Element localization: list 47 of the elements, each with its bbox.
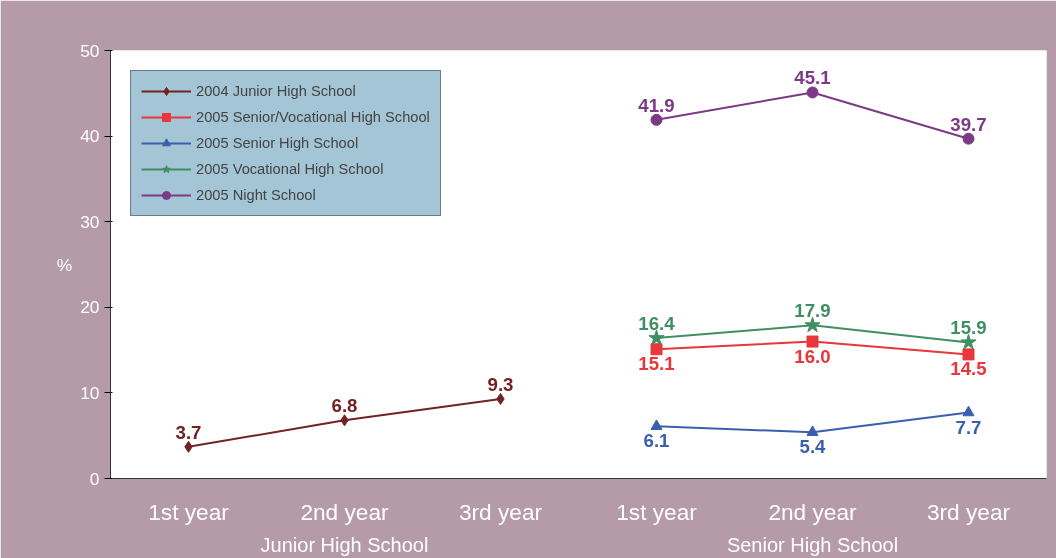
data-label: 6.8 <box>331 395 358 417</box>
y-tick-label: 50 <box>80 40 100 61</box>
data-label: 41.9 <box>638 94 675 116</box>
data-label: 16.4 <box>638 313 676 335</box>
point <box>962 348 975 361</box>
legend-label: 2005 Senior High School <box>196 135 359 151</box>
point <box>806 86 819 99</box>
x-tick-label: 1st year <box>616 498 698 525</box>
x-tick-label: 1st year <box>148 498 230 525</box>
text: Junior High School <box>260 533 429 556</box>
y-axis-title: % <box>56 254 73 275</box>
point <box>806 335 819 348</box>
data-label: 7.7 <box>955 416 982 438</box>
data-label: 16.0 <box>794 345 831 367</box>
point <box>960 333 977 350</box>
point <box>650 113 663 126</box>
y-tick-label: 40 <box>80 126 100 147</box>
point <box>648 329 665 346</box>
point <box>806 425 819 436</box>
data-label: 6.1 <box>643 430 670 452</box>
legend-label: 2004 Junior High School <box>196 83 356 99</box>
y-tick-label: 10 <box>80 382 100 403</box>
data-label: 9.3 <box>487 373 514 395</box>
point <box>962 132 975 145</box>
y-tick-label: 30 <box>80 211 100 232</box>
data-label: 3.7 <box>175 421 202 443</box>
data-label: 17.9 <box>794 300 831 322</box>
data-label: 15.9 <box>950 317 987 339</box>
x-tick-label: 3rd year <box>458 498 543 525</box>
data-label: 45.1 <box>794 67 831 89</box>
data-label: 15.1 <box>638 353 675 375</box>
x-tick-label: 2nd year <box>300 498 390 525</box>
data-label: 14.5 <box>950 358 987 380</box>
legend-label: 2005 Night School <box>196 187 316 203</box>
data-label: 5.4 <box>799 436 827 458</box>
legend-label: 2005 Senior/Vocational High School <box>196 109 430 125</box>
point <box>962 405 975 417</box>
point <box>804 316 821 333</box>
x-tick-label: 3rd year <box>926 498 1011 525</box>
x-tick-label: 2nd year <box>768 498 858 525</box>
data-label: 39.7 <box>950 113 987 135</box>
y-tick-label: 0 <box>89 468 100 489</box>
text: Senior High School <box>726 533 899 556</box>
point <box>650 419 663 430</box>
point <box>650 343 663 356</box>
legend-label: 2005 Vocational High School <box>196 161 384 177</box>
y-tick-label: 20 <box>80 297 100 318</box>
